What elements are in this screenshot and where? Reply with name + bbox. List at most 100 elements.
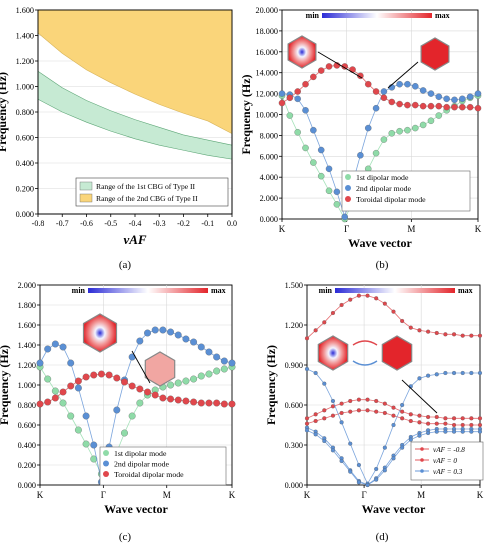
data-point xyxy=(167,395,175,403)
data-point xyxy=(365,482,370,488)
data-point xyxy=(434,421,439,426)
colorbar-min: min xyxy=(319,286,333,295)
data-point xyxy=(451,422,457,428)
data-point xyxy=(356,293,361,298)
data-point xyxy=(59,343,67,351)
mode-shape-hexagon xyxy=(287,35,317,69)
legend-label: νAF = 0 xyxy=(433,457,457,465)
colorbar xyxy=(335,288,455,293)
y-tick-label: 0.000 xyxy=(16,210,34,219)
data-point xyxy=(167,381,175,389)
data-point xyxy=(460,416,465,421)
data-point xyxy=(51,394,59,402)
data-point xyxy=(136,399,144,407)
data-point xyxy=(400,416,405,421)
data-point xyxy=(174,379,182,387)
data-point xyxy=(151,391,159,399)
annotation-arrow xyxy=(131,350,151,384)
data-point xyxy=(412,101,419,109)
data-point xyxy=(365,408,370,413)
colorbar-max: max xyxy=(211,286,226,295)
x-tick-label: -0.2 xyxy=(177,219,190,228)
data-point xyxy=(182,335,190,343)
data-point xyxy=(330,413,336,418)
colorbar-min: min xyxy=(72,286,86,295)
data-point xyxy=(197,372,205,380)
data-point xyxy=(213,367,221,375)
data-point xyxy=(325,187,333,195)
data-point xyxy=(339,302,344,308)
data-point xyxy=(36,400,44,408)
x-tick-label: Γ xyxy=(344,224,349,234)
panel-label: (a) xyxy=(119,259,132,271)
data-point xyxy=(302,80,309,88)
data-point xyxy=(443,332,448,337)
data-point xyxy=(391,405,396,410)
data-point xyxy=(382,401,387,406)
y-tick-label: 0.800 xyxy=(18,401,36,410)
data-point xyxy=(469,422,474,428)
data-point xyxy=(67,382,75,390)
data-point xyxy=(105,371,113,379)
data-point xyxy=(417,420,422,425)
panel-3: 0.000 0.300 0.600 0.900 1.200 1.500 Frequency … xyxy=(264,281,484,543)
y-tick-label: 0.000 xyxy=(285,481,303,490)
data-point xyxy=(434,429,439,434)
data-point xyxy=(427,117,435,125)
data-point xyxy=(382,445,387,450)
legend-label: 2nd dipolar mode xyxy=(356,184,412,193)
data-point xyxy=(466,93,474,100)
data-point xyxy=(400,402,405,408)
data-point xyxy=(434,414,439,420)
panel-1: 0.000 2.000 4.000 6.000 8.000 10.000 12.000 14.… xyxy=(239,6,482,271)
x-tick-label: -0.4 xyxy=(129,219,142,228)
y-tick-label: 0.600 xyxy=(16,134,34,143)
y-tick-label: 1.200 xyxy=(285,321,303,330)
data-point xyxy=(51,340,59,348)
data-point xyxy=(408,384,413,389)
data-point xyxy=(443,429,448,434)
data-point xyxy=(304,366,310,372)
data-point xyxy=(317,67,325,74)
y-tick-label: 1.800 xyxy=(18,301,36,310)
data-point xyxy=(391,456,396,461)
legend-marker xyxy=(420,469,424,473)
data-point xyxy=(477,429,483,434)
data-point xyxy=(44,375,52,383)
series-line xyxy=(306,295,480,339)
data-point xyxy=(380,94,388,102)
legend-marker xyxy=(420,458,424,462)
legend-marker xyxy=(345,185,351,191)
data-point xyxy=(339,401,344,406)
data-point xyxy=(144,329,151,337)
mode-shape-hexagon xyxy=(82,313,118,353)
data-point xyxy=(322,438,327,444)
legend-swatch xyxy=(79,181,93,191)
band-1 xyxy=(37,9,233,135)
data-point xyxy=(419,102,427,110)
data-point xyxy=(228,400,236,408)
panel-label: (c) xyxy=(119,531,132,543)
data-point xyxy=(322,381,327,386)
y-axis-label: Frequency (Hz) xyxy=(239,74,253,154)
data-point xyxy=(451,429,457,434)
data-point xyxy=(426,414,431,420)
data-point xyxy=(391,309,396,314)
data-point xyxy=(382,468,387,473)
legend-marker xyxy=(420,447,424,451)
y-tick-label: 4.000 xyxy=(260,173,278,182)
y-tick-label: 1.000 xyxy=(16,83,34,92)
data-point xyxy=(44,398,52,406)
data-point xyxy=(167,328,175,336)
data-point xyxy=(205,348,213,356)
x-tick-label: Γ xyxy=(101,490,106,500)
data-point xyxy=(460,370,465,376)
y-axis-label: Frequency (Hz) xyxy=(0,345,11,425)
data-point xyxy=(396,127,403,135)
data-point xyxy=(59,388,67,396)
data-point xyxy=(434,372,439,377)
x-axis-label: Wave vector xyxy=(104,502,168,516)
data-point xyxy=(136,337,144,345)
data-point xyxy=(220,400,228,408)
data-point xyxy=(419,121,427,129)
